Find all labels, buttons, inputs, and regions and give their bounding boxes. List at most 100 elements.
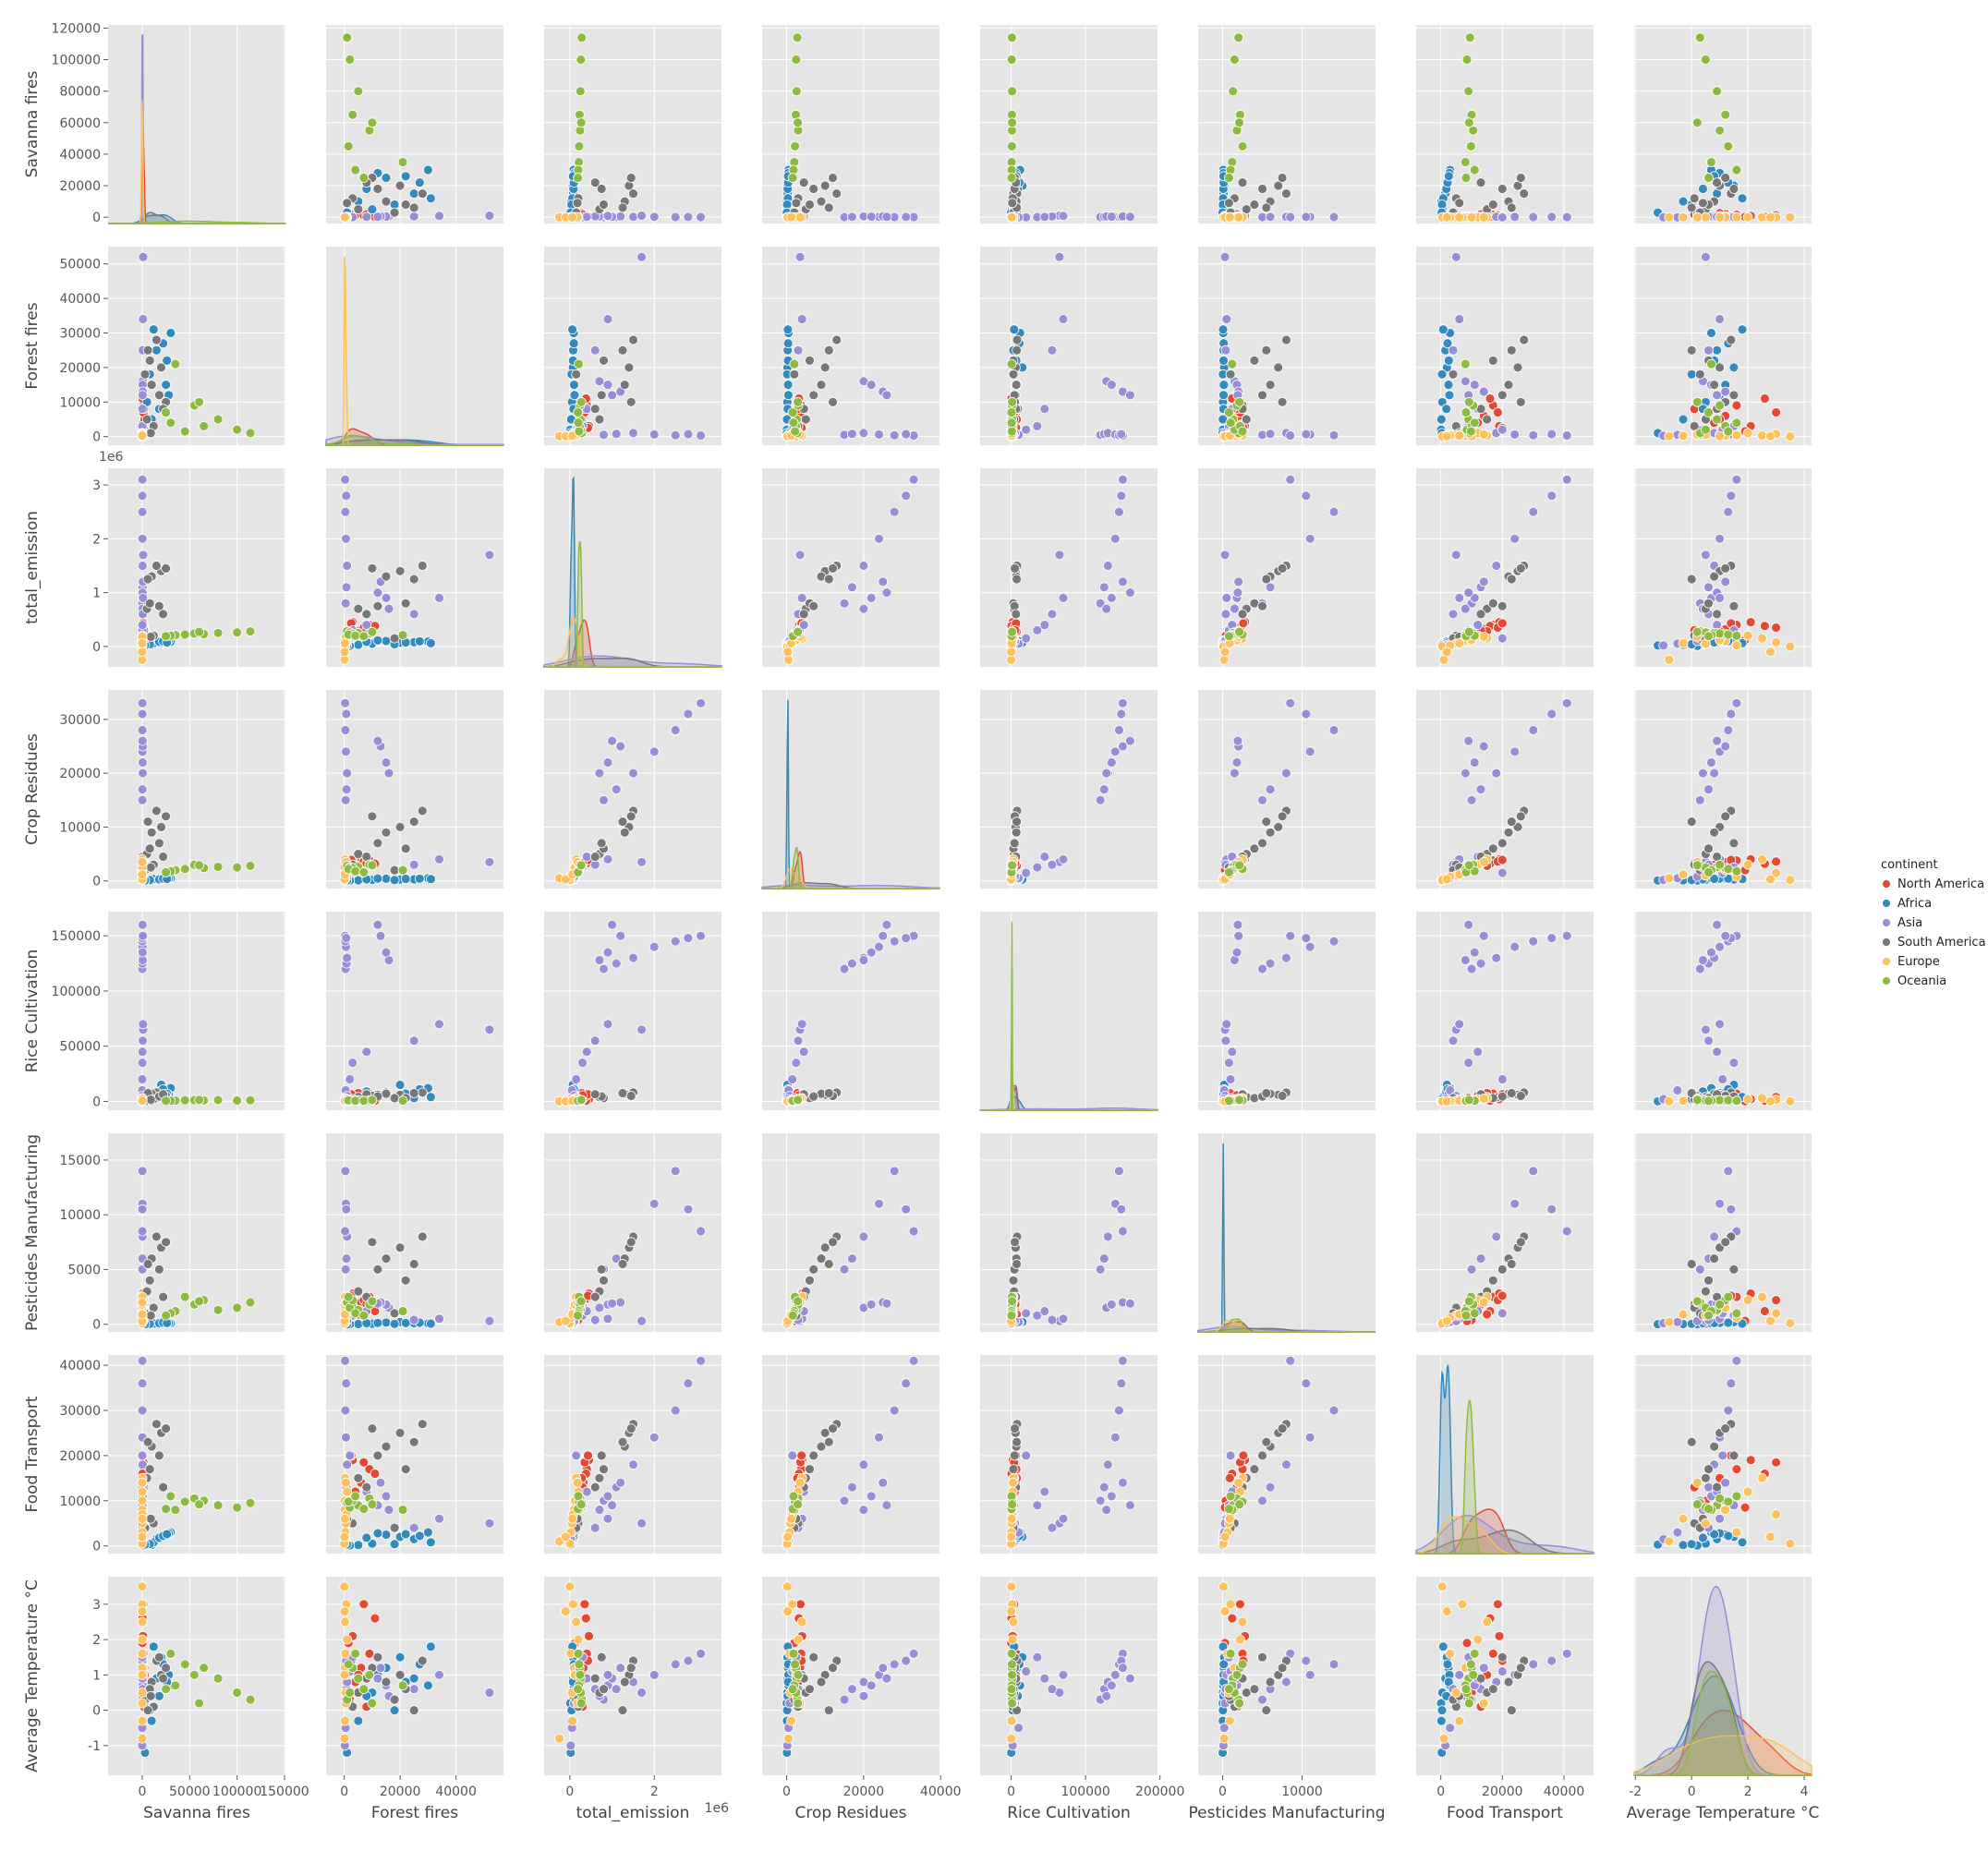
scatter-point (1219, 356, 1229, 365)
scatter-point (671, 726, 680, 735)
scatter-point (1455, 638, 1464, 647)
scatter-point (180, 1095, 189, 1105)
scatter-point (401, 200, 410, 210)
y-tick-label: 2 (92, 1633, 101, 1648)
scatter-point (384, 768, 394, 778)
scatter-point (233, 628, 242, 637)
scatter-point (1497, 185, 1507, 194)
scatter-point (576, 1670, 585, 1679)
scatter-point (616, 1298, 625, 1307)
scatter-point (1464, 861, 1473, 870)
scatter-point (572, 369, 581, 379)
scatter-point (373, 1451, 382, 1460)
scatter-point (1040, 853, 1049, 862)
scatter-point (1710, 1442, 1719, 1451)
scatter-point (829, 1663, 838, 1673)
scatter-point (1724, 1292, 1733, 1301)
scatter-point (1757, 634, 1766, 643)
scatter-point (246, 861, 255, 870)
scatter-point (840, 1264, 849, 1274)
scatter-point (1258, 1451, 1267, 1460)
scatter-point (1724, 1095, 1733, 1105)
scatter-point (1011, 1424, 1020, 1434)
scatter-point (1547, 491, 1557, 501)
scatter-point (344, 141, 353, 151)
scatter-point (180, 630, 189, 639)
scatter-point (1729, 185, 1739, 194)
scatter-point (1233, 920, 1242, 929)
scatter-point (354, 1473, 363, 1482)
scatter-point (138, 1204, 147, 1214)
scatter-point (1220, 252, 1230, 261)
scatter-point (1286, 431, 1295, 441)
scatter-point (1125, 212, 1134, 222)
scatter-point (390, 208, 399, 217)
scatter-point (1305, 1433, 1315, 1442)
scatter-point (162, 632, 171, 641)
scatter-point (1513, 363, 1522, 372)
scatter-point (1048, 860, 1057, 869)
panel-background (108, 912, 285, 1110)
scatter-point (1107, 381, 1116, 390)
scatter-point (1007, 1660, 1016, 1669)
scatter-point (1096, 1264, 1105, 1274)
scatter-point (1488, 200, 1497, 210)
scatter-point (1673, 1528, 1682, 1537)
scatter-point (1033, 863, 1042, 872)
scatter-point (1470, 1309, 1479, 1318)
scatter-point (600, 1465, 609, 1474)
scatter-point (1449, 1036, 1458, 1046)
scatter-point (409, 1437, 418, 1446)
scatter-point (1022, 1309, 1031, 1318)
scatter-point (1707, 948, 1716, 957)
scatter-point (342, 1478, 351, 1487)
scatter-point (382, 1089, 391, 1098)
scatter-point (398, 1681, 407, 1690)
scatter-point (1230, 604, 1239, 613)
scatter-point (1464, 588, 1473, 598)
scatter-point (1224, 632, 1233, 641)
scatter-point (1125, 1674, 1134, 1683)
scatter-point (603, 758, 612, 768)
scatter-point (1743, 1296, 1752, 1305)
scatter-point (902, 491, 911, 501)
y-tick-label: 10000 (59, 820, 101, 835)
scatter-point (890, 507, 899, 516)
scatter-point (1012, 828, 1021, 837)
panel-background (108, 1355, 285, 1554)
scatter-point (618, 203, 627, 212)
scatter-point (382, 593, 391, 602)
scatter-point (1302, 491, 1311, 501)
scatter-point (435, 212, 444, 221)
scatter-point (398, 865, 407, 875)
scatter-point (1507, 1260, 1516, 1269)
scatter-point (817, 381, 826, 390)
scatter-point (395, 1652, 405, 1662)
scatter-point (1713, 736, 1722, 745)
scatter-point (159, 610, 168, 619)
scatter-point (637, 212, 647, 221)
scatter-point (1239, 1451, 1248, 1460)
y-tick-label: 30000 (59, 326, 101, 341)
scatter-point (637, 857, 647, 866)
scatter-point (159, 1674, 168, 1683)
scatter-point (341, 698, 350, 708)
scatter-point (1048, 1315, 1057, 1325)
scatter-point (147, 828, 156, 837)
scatter-point (795, 550, 805, 560)
scatter-point (1476, 959, 1485, 968)
scatter-point (1786, 1319, 1795, 1328)
scatter-point (1266, 828, 1275, 837)
scatter-point (1467, 212, 1476, 222)
scatter-point (138, 405, 147, 414)
scatter-point (1516, 397, 1525, 406)
scatter-point (847, 1482, 856, 1492)
scatter-point (341, 475, 350, 484)
scatter-point (794, 1036, 803, 1046)
scatter-point (684, 1379, 693, 1388)
scatter-point (793, 33, 802, 42)
panel-background (980, 25, 1158, 224)
scatter-point (1096, 1496, 1105, 1506)
scatter-point (832, 335, 842, 345)
scatter-point (612, 429, 621, 439)
